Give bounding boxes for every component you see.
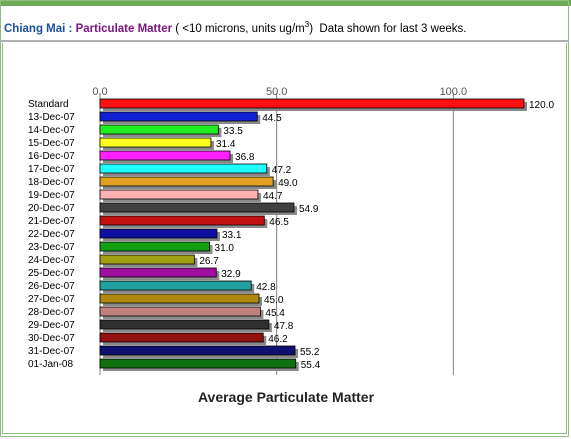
chart-panel: 0.0 50.0 100.0 Standard 120.0 13-Dec-07 44.5 14… <box>2 43 567 434</box>
category-label: 29-Dec-07 <box>28 320 75 331</box>
category-label: 28-Dec-07 <box>28 307 75 318</box>
bar <box>99 202 295 213</box>
bar <box>99 189 259 200</box>
category-label: Standard <box>28 99 69 110</box>
value-label: 44.5 <box>262 113 282 124</box>
header: Chiang Mai : Particulate Matter ( <10 mi… <box>4 20 564 40</box>
value-label: 31.0 <box>215 243 235 254</box>
value-label: 45.4 <box>265 308 285 319</box>
bar <box>99 163 268 174</box>
value-label: 55.2 <box>300 347 320 358</box>
metric-name: Particulate Matter <box>75 23 173 35</box>
value-label: 120.0 <box>529 100 554 111</box>
category-label: 24-Dec-07 <box>28 255 75 266</box>
category-label: 18-Dec-07 <box>28 177 75 188</box>
category-label: 17-Dec-07 <box>28 164 75 175</box>
x-tick-label: 100.0 <box>440 86 468 98</box>
category-label: 23-Dec-07 <box>28 242 75 253</box>
category-label: 22-Dec-07 <box>28 229 75 240</box>
value-label: 42.8 <box>256 282 276 293</box>
value-label: 55.4 <box>301 360 321 371</box>
bar <box>99 306 261 317</box>
value-label: 47.2 <box>272 165 292 176</box>
bar <box>99 241 210 252</box>
bar <box>99 254 195 265</box>
category-label: 13-Dec-07 <box>28 112 75 123</box>
period-note: Data shown for last 3 weeks. <box>319 23 467 35</box>
category-label: 31-Dec-07 <box>28 346 75 357</box>
x-tick-label: 50.0 <box>266 86 287 98</box>
value-label: 45.0 <box>264 295 284 306</box>
bar <box>99 176 274 187</box>
value-label: 54.9 <box>299 204 319 215</box>
category-label: 30-Dec-07 <box>28 333 75 344</box>
category-label: 20-Dec-07 <box>28 203 75 214</box>
bar <box>99 293 260 304</box>
units-suffix: ) <box>309 23 314 35</box>
bar <box>99 215 265 226</box>
category-label: 21-Dec-07 <box>28 216 75 227</box>
bar <box>99 345 296 356</box>
bar <box>99 111 258 122</box>
units-superscript: 3 <box>304 20 310 29</box>
header-divider <box>0 40 569 42</box>
category-label: 01-Jan-08 <box>28 359 73 370</box>
bar <box>99 358 297 369</box>
category-label: 14-Dec-07 <box>28 125 75 136</box>
value-label: 36.8 <box>235 152 255 163</box>
bar <box>99 280 252 291</box>
city-name: Chiang Mai : <box>4 23 73 35</box>
category-label: 15-Dec-07 <box>28 138 75 149</box>
value-label: 46.2 <box>268 334 288 345</box>
value-label: 44.7 <box>263 191 283 202</box>
chart-title: Average Particulate Matter <box>198 389 375 405</box>
bar <box>99 267 217 278</box>
value-label: 32.9 <box>221 269 241 280</box>
x-tick-label: 0.0 <box>92 86 107 98</box>
value-label: 46.5 <box>269 217 289 228</box>
bar-chart: 0.0 50.0 100.0 Standard 120.0 13-Dec-07 44.5 14… <box>28 86 554 405</box>
value-label: 47.8 <box>274 321 294 332</box>
units-text: ( <10 microns, units ug/m3) <box>175 20 314 35</box>
category-label: 26-Dec-07 <box>28 281 75 292</box>
bar <box>99 137 212 148</box>
category-label: 19-Dec-07 <box>28 190 75 201</box>
bar <box>99 98 525 109</box>
units-prefix: ( <10 microns, units ug/m <box>175 23 305 35</box>
value-label: 49.0 <box>278 178 298 189</box>
category-label: 27-Dec-07 <box>28 294 75 305</box>
bar <box>99 319 270 330</box>
bar <box>99 150 231 161</box>
value-label: 31.4 <box>216 139 236 150</box>
bar <box>99 228 218 239</box>
window-top-border <box>0 0 571 6</box>
value-label: 26.7 <box>199 256 219 267</box>
value-label: 33.1 <box>222 230 242 241</box>
value-label: 33.5 <box>223 126 243 137</box>
bar <box>99 332 264 343</box>
category-label: 25-Dec-07 <box>28 268 75 279</box>
bar <box>99 124 219 135</box>
category-label: 16-Dec-07 <box>28 151 75 162</box>
